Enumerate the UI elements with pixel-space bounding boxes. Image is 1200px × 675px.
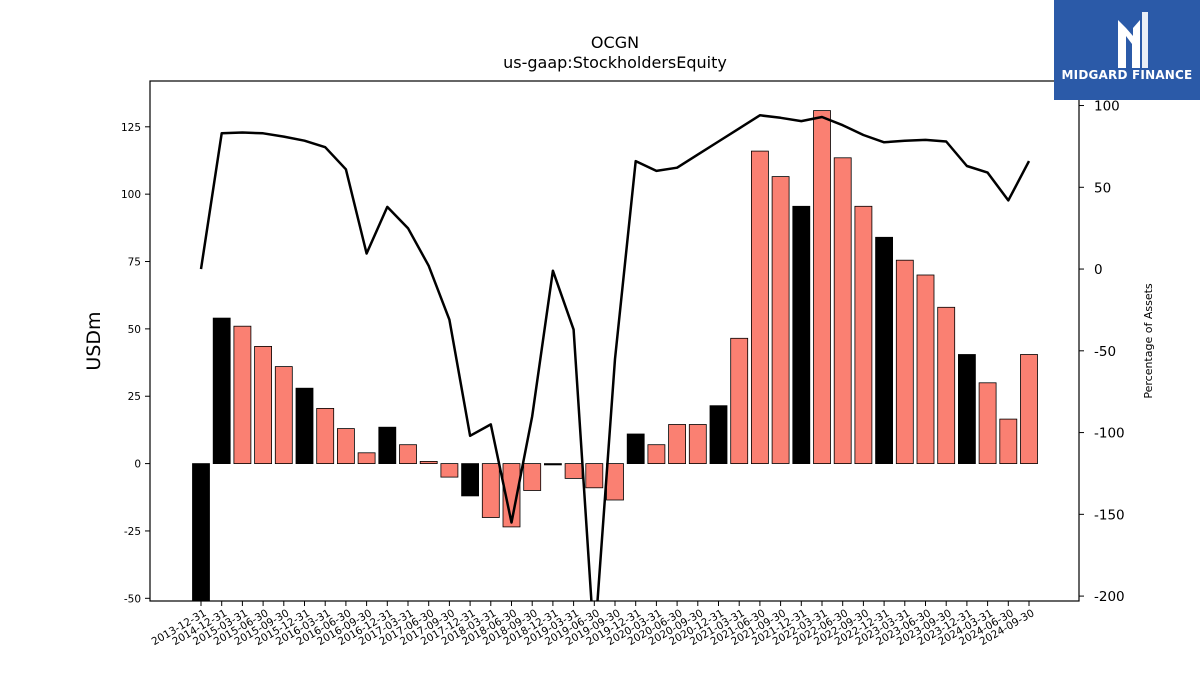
- chart-subtitle: us-gaap:StockholdersEquity: [503, 53, 727, 72]
- bar-2017-12-31: [461, 463, 480, 497]
- bar-2015-03-31: [233, 325, 252, 465]
- bar-2023-06-30: [916, 274, 935, 465]
- bar-2020-06-30: [668, 424, 686, 464]
- bar-2023-09-30: [937, 306, 956, 464]
- bar-group: [192, 110, 1038, 602]
- y-tick-label: 75: [128, 257, 141, 269]
- bar-2016-06-30: [336, 428, 355, 465]
- y-tick-label: -25: [124, 526, 141, 538]
- bar-2019-09-30: [606, 463, 624, 501]
- bar-2018-12-31: [544, 463, 562, 466]
- bar-2020-12-31: [709, 405, 728, 465]
- bar-2021-03-31: [730, 337, 749, 464]
- bar-2021-09-30: [771, 176, 790, 464]
- bar-2016-03-31: [316, 407, 335, 464]
- bar-2017-06-30: [419, 460, 438, 464]
- bar-2013-12-31: [192, 463, 210, 602]
- bar-2019-06-30: [585, 463, 604, 489]
- bar-2015-06-30: [254, 345, 273, 464]
- bar-2015-12-31: [295, 387, 314, 465]
- bar-2017-03-31: [399, 444, 417, 465]
- y2-tick-label: 0: [1094, 262, 1103, 278]
- y-axis: -50 -25 0 25 50 75 100 125: [121, 122, 150, 605]
- line-layer: [199, 114, 1031, 601]
- bar-2024-09-30: [1020, 354, 1038, 464]
- percentage-of-assets-line: [199, 114, 1031, 601]
- bar-2018-06-30: [502, 463, 521, 528]
- bar-2019-03-31: [564, 463, 583, 479]
- chart-title: OCGN: [591, 33, 639, 52]
- bar-2015-09-30: [274, 366, 293, 465]
- y2-tick-label: 100: [1094, 99, 1120, 115]
- y-axis-label: USDm: [83, 311, 105, 370]
- y2-axis-label: Percentage of Assets: [1142, 283, 1155, 399]
- bar-2018-09-30: [523, 463, 542, 491]
- bar-2020-09-30: [688, 424, 707, 464]
- bar-2022-09-30: [854, 205, 873, 464]
- y2-tick-label: -200: [1094, 589, 1125, 605]
- y-tick-label: 50: [128, 324, 141, 336]
- y-tick-label: 25: [128, 391, 141, 403]
- y2-axis: -200 -150 -100 -50 0 50 100: [1079, 99, 1125, 605]
- brand-name: MIDGARD FINANCE: [1061, 68, 1193, 82]
- bar-2024-06-30: [999, 418, 1018, 465]
- bar-2018-03-31: [481, 463, 500, 518]
- y2-tick-label: 50: [1094, 180, 1111, 196]
- bar-2020-03-31: [647, 444, 666, 465]
- x-axis: 2013-12-312014-12-312015-03-312015-06-30…: [150, 601, 1037, 648]
- y-tick-label: -50: [124, 593, 141, 605]
- y2-tick-label: -150: [1094, 507, 1125, 523]
- bar-2023-12-31: [958, 354, 976, 464]
- y2-tick-label: -100: [1094, 426, 1125, 442]
- bar-2019-12-31: [626, 433, 645, 465]
- bar-2022-06-30: [833, 157, 852, 464]
- y-tick-label: 125: [121, 122, 141, 134]
- bar-2023-03-31: [895, 259, 914, 465]
- bar-2021-12-31: [792, 205, 811, 464]
- bar-2022-03-31: [813, 110, 831, 464]
- bar-2024-03-31: [978, 382, 997, 464]
- y2-tick-label: -50: [1094, 344, 1116, 360]
- brand-logo: MIDGARD FINANCE: [1054, 0, 1200, 100]
- midgard-logo-icon: [1118, 12, 1148, 68]
- plot-frame: [149, 80, 1080, 602]
- bar-2021-06-30: [751, 150, 769, 465]
- y-tick-label: 0: [134, 459, 141, 471]
- bar-2016-09-30: [357, 452, 376, 464]
- bar-2022-12-31: [875, 236, 893, 465]
- bar-2016-12-31: [378, 426, 397, 465]
- bar-2014-12-31: [212, 317, 231, 465]
- bar-2017-09-30: [440, 463, 459, 478]
- y-tick-label: 100: [121, 189, 141, 201]
